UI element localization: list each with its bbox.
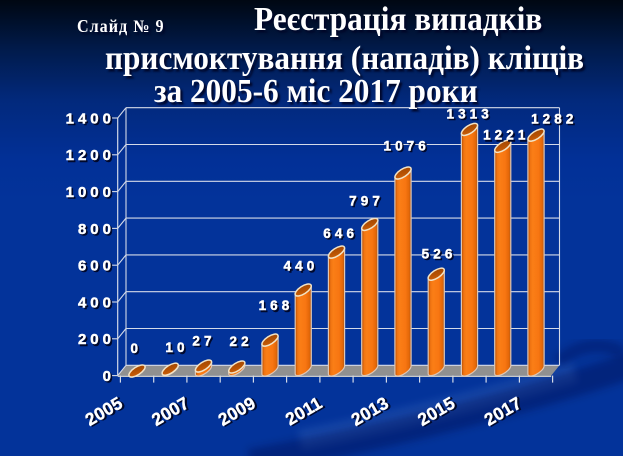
svg-text:0: 0 — [132, 342, 144, 357]
svg-text:10: 10 — [167, 342, 190, 357]
svg-text:440: 440 — [283, 259, 318, 274]
svg-text:600: 600 — [80, 259, 117, 276]
svg-text:22: 22 — [231, 336, 254, 351]
svg-text:1221: 1221 — [485, 129, 531, 144]
svg-text:400: 400 — [78, 294, 115, 311]
svg-text:1282: 1282 — [533, 113, 579, 128]
svg-text:646: 646 — [325, 227, 360, 242]
svg-text:1313: 1313 — [448, 108, 494, 123]
svg-text:0: 0 — [104, 370, 116, 387]
svg-text:1200: 1200 — [67, 149, 116, 166]
svg-text:27: 27 — [194, 335, 217, 350]
svg-text:0: 0 — [103, 368, 115, 385]
svg-text:800: 800 — [80, 222, 117, 239]
svg-text:168: 168 — [259, 298, 294, 313]
svg-text:1400: 1400 — [66, 110, 115, 127]
svg-text:10: 10 — [165, 340, 188, 355]
svg-text:0: 0 — [130, 341, 142, 356]
svg-text:1076: 1076 — [385, 140, 431, 155]
svg-text:526: 526 — [423, 248, 458, 263]
svg-text:22: 22 — [229, 334, 252, 349]
svg-text:1000: 1000 — [67, 186, 116, 203]
svg-text:1400: 1400 — [67, 112, 116, 129]
svg-text:27: 27 — [192, 333, 215, 348]
svg-text:1313: 1313 — [446, 107, 492, 122]
svg-text:440: 440 — [285, 260, 320, 275]
svg-text:1076: 1076 — [383, 139, 429, 154]
svg-text:797: 797 — [349, 193, 384, 208]
svg-text:1221: 1221 — [483, 128, 529, 143]
svg-text:200: 200 — [78, 331, 115, 348]
svg-text:1282: 1282 — [531, 112, 577, 127]
svg-text:168: 168 — [260, 300, 295, 315]
svg-text:797: 797 — [351, 195, 386, 210]
svg-text:800: 800 — [78, 221, 115, 238]
svg-text:600: 600 — [78, 258, 115, 275]
svg-text:646: 646 — [323, 226, 358, 241]
svg-text:1200: 1200 — [66, 147, 115, 164]
svg-text:200: 200 — [80, 333, 117, 350]
svg-text:526: 526 — [422, 246, 457, 261]
svg-text:400: 400 — [80, 296, 117, 313]
svg-text:1000: 1000 — [66, 184, 115, 201]
